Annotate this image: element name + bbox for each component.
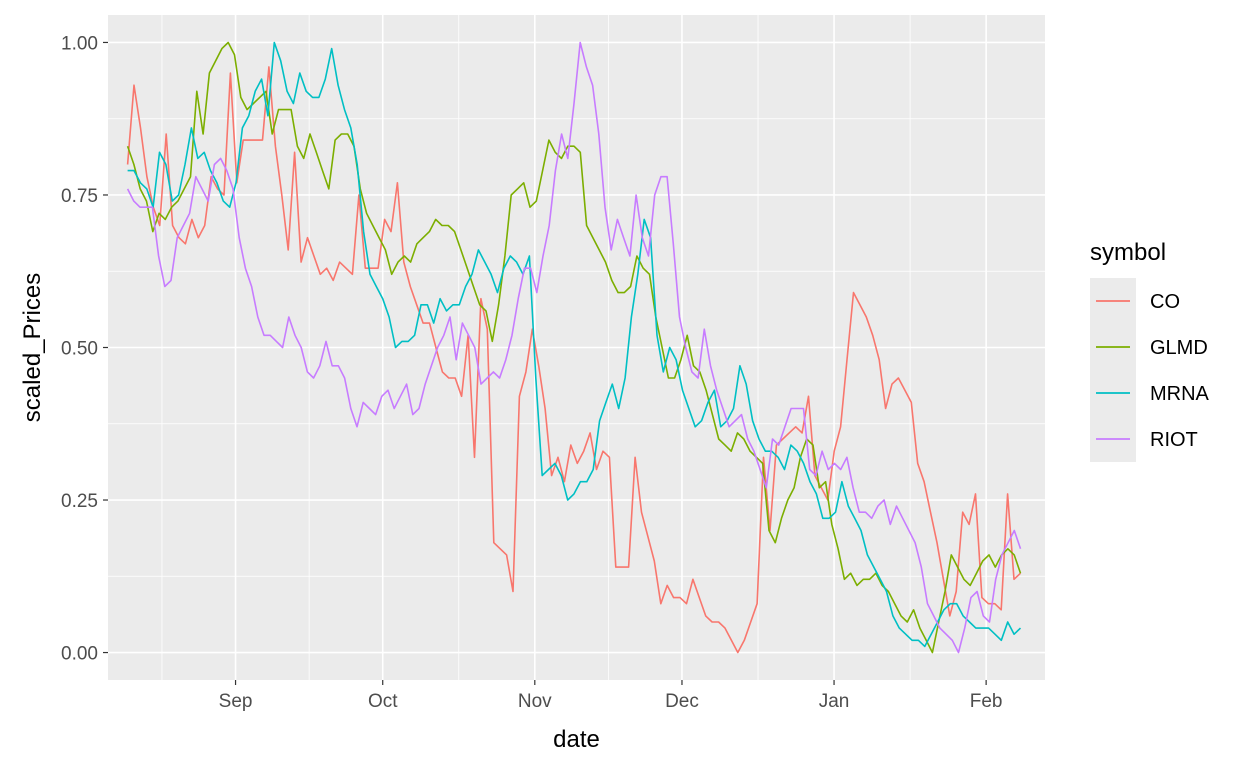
x-axis-ticks: Sep Oct Nov Dec Jan Feb <box>219 680 1003 712</box>
y-axis-title: scaled_Prices <box>19 273 46 422</box>
series-line-co <box>126 66 1022 654</box>
x-tick-label: Sep <box>219 691 253 712</box>
series-lines <box>126 41 1022 654</box>
x-tick-label: Jan <box>819 691 850 712</box>
x-tick-label: Oct <box>368 691 398 712</box>
y-tick-label: 0.00 <box>61 644 98 665</box>
y-tick-label: 1.00 <box>61 33 98 54</box>
y-axis-ticks: 0.00 0.25 0.50 0.75 1.00 <box>61 33 108 665</box>
x-axis-title: date <box>553 726 600 753</box>
y-tick-label: 0.75 <box>61 186 98 207</box>
legend-label-riot: RIOT <box>1150 429 1198 451</box>
legend-title: symbol <box>1090 239 1166 266</box>
series-line-glmd <box>126 41 1022 654</box>
x-tick-label: Dec <box>665 691 699 712</box>
legend-items: CO GLMD MRNA RIOT <box>1096 291 1210 451</box>
x-tick-label: Nov <box>518 691 552 712</box>
legend-label-mrna: MRNA <box>1150 383 1210 405</box>
y-tick-label: 0.25 <box>61 491 98 512</box>
x-tick-label: Feb <box>970 691 1003 712</box>
major-gridlines <box>108 15 1045 680</box>
y-tick-label: 0.50 <box>61 339 98 360</box>
series-line-riot <box>126 41 1022 654</box>
legend: symbol CO GLMD MRNA RIOT <box>1090 239 1210 462</box>
series-line-mrna <box>127 41 1022 648</box>
legend-label-glmd: GLMD <box>1150 337 1208 359</box>
legend-key-background <box>1090 278 1136 462</box>
legend-label-co: CO <box>1150 291 1180 313</box>
